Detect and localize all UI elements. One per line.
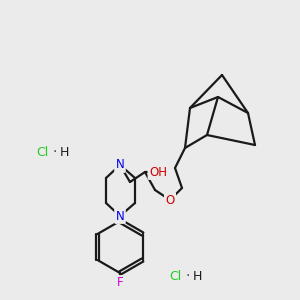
Text: Cl: Cl (169, 269, 181, 283)
Text: H: H (192, 269, 202, 283)
Text: N: N (116, 158, 124, 172)
Text: Cl: Cl (36, 146, 48, 158)
Text: F: F (117, 277, 123, 290)
Text: ·: · (186, 269, 190, 283)
Text: O: O (165, 194, 175, 206)
Text: N: N (116, 209, 124, 223)
Text: OH: OH (149, 166, 167, 178)
Text: ·: · (53, 145, 57, 159)
Text: H: H (59, 146, 69, 158)
